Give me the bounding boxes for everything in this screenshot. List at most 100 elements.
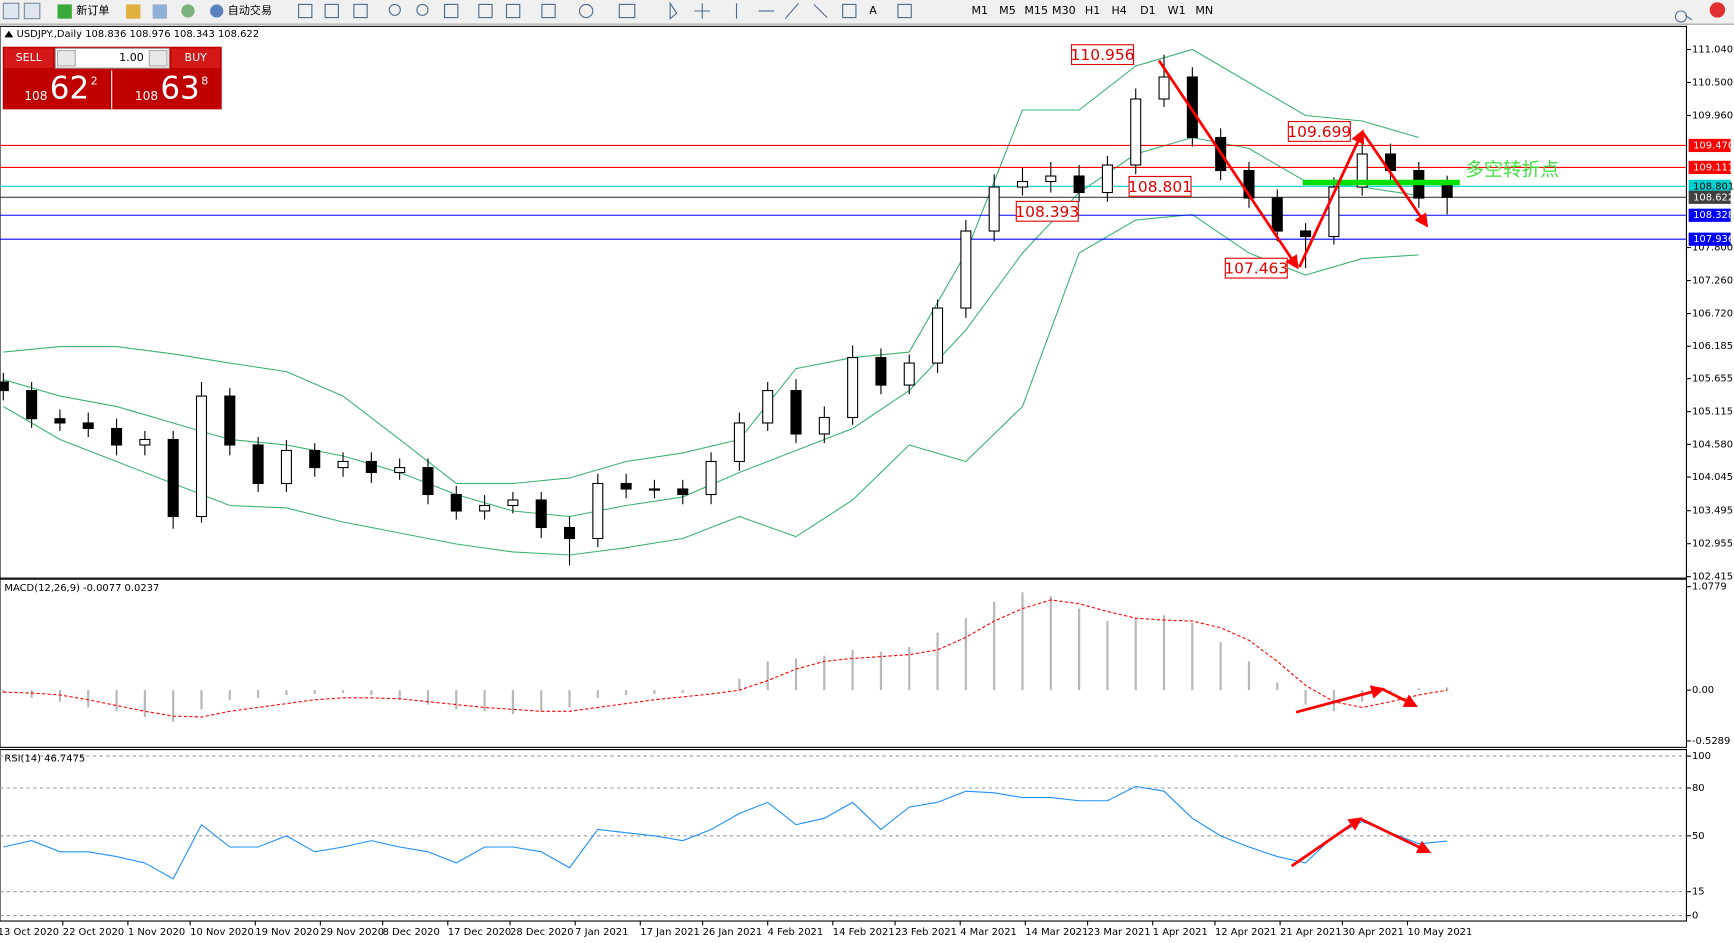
y-tick-label: -0.5289 (1692, 736, 1730, 747)
level-label-bg (1688, 208, 1731, 222)
x-tick-label: 17 Jan 2021 (640, 927, 700, 938)
candle-body (1130, 98, 1142, 166)
timeframe-button[interactable]: M1 (972, 4, 989, 17)
level-label: 107.936 (1693, 234, 1734, 245)
x-tick-label: 13 Oct 2020 (0, 927, 59, 938)
price-annotation-box (1071, 44, 1135, 66)
candle-body (733, 422, 745, 463)
candle-body (847, 357, 859, 419)
level-label-bg (1688, 160, 1731, 174)
y-tick-label: 106.185 (1692, 341, 1733, 352)
x-tick-label: 4 Mar 2021 (960, 927, 1017, 938)
candle-body (1328, 186, 1340, 238)
x-tick-label: 10 Nov 2020 (190, 927, 254, 938)
candle-body (592, 482, 604, 540)
level-label-bg (1688, 232, 1731, 246)
y-tick-label: 1.0779 (1692, 582, 1727, 593)
candle-body (1073, 175, 1085, 194)
candle-body (1300, 230, 1312, 238)
y-tick-label: 111.040 (1692, 44, 1733, 55)
sell-label[interactable]: SELL (16, 51, 43, 64)
buy-label[interactable]: BUY (185, 51, 208, 64)
timeframe-button[interactable]: D1 (1140, 4, 1156, 17)
button-label[interactable]: 新订单 (76, 3, 109, 17)
candle-body (507, 499, 519, 507)
price-fraction: 2 (91, 74, 98, 87)
x-tick-label: 10 May 2021 (1408, 927, 1473, 938)
candle-body (1101, 164, 1113, 194)
x-tick-label: 23 Feb 2021 (895, 927, 957, 938)
candle-body (195, 395, 208, 518)
price-annotation: 108.801 (1128, 178, 1192, 196)
y-tick-label: 15 (1692, 887, 1705, 898)
text-tool[interactable]: A (869, 4, 877, 17)
candle-body (450, 493, 462, 512)
price-prefix: 108 (135, 89, 158, 103)
chart-title: USDJPY.,Daily 108.836 108.976 108.343 10… (17, 29, 259, 40)
candle-body (167, 438, 179, 518)
x-tick-label: 28 Dec 2020 (510, 927, 573, 938)
buy-button[interactable] (171, 48, 221, 69)
candle-body (139, 438, 151, 446)
x-tick-label: 19 Nov 2020 (255, 927, 319, 938)
price-main: 62 (50, 71, 89, 107)
candle-body (1441, 183, 1453, 198)
candle-body (422, 467, 434, 496)
candle-body (1271, 197, 1283, 232)
bollinger-upper (3, 48, 1419, 485)
icon[interactable] (152, 4, 167, 19)
icon[interactable] (210, 4, 224, 18)
candle-body (1016, 180, 1029, 188)
macd-pane (0, 578, 1688, 748)
level-label: 108.801 (1693, 181, 1734, 192)
button-label[interactable]: 自动交易 (228, 3, 272, 17)
price-main: 63 (160, 71, 199, 107)
timeframe-button[interactable]: H4 (1111, 4, 1126, 17)
level-label-bg (1688, 179, 1731, 193)
icon[interactable] (57, 4, 72, 19)
icon[interactable] (181, 4, 195, 18)
candle-body (1186, 76, 1198, 139)
icon[interactable] (126, 4, 141, 19)
candle-body (762, 390, 774, 424)
alert-badge[interactable] (1709, 2, 1726, 18)
candle-body (337, 460, 349, 469)
icon[interactable] (23, 2, 41, 20)
candle-body (309, 449, 321, 469)
x-tick-label: 14 Mar 2021 (1025, 927, 1088, 938)
icon[interactable] (2, 2, 20, 20)
lot-input[interactable] (54, 47, 170, 69)
x-tick-label: 14 Feb 2021 (833, 927, 895, 938)
timeframe-button[interactable]: M5 (999, 4, 1016, 17)
sell-button[interactable] (4, 48, 54, 69)
pivot-note: 多空转折点 (1465, 160, 1559, 181)
candle-body (818, 416, 830, 435)
price-annotation: 110.956 (1071, 46, 1135, 64)
timeframe-button[interactable]: H1 (1085, 4, 1100, 17)
tool-icons[interactable] (298, 1, 1693, 23)
lot-value[interactable]: 1.00 (119, 51, 144, 64)
candle-body (280, 449, 292, 485)
level-label: 108.328 (1693, 210, 1734, 221)
x-tick-label: 12 Apr 2021 (1215, 927, 1276, 938)
candle-body (535, 499, 547, 529)
level-label-bg (1688, 190, 1731, 204)
price-prefix: 108 (24, 89, 47, 103)
y-tick-label: 103.495 (1692, 506, 1733, 517)
timeframe-button[interactable]: M30 (1052, 4, 1076, 17)
indicator-title: RSI(14) 46.7475 (4, 753, 85, 764)
y-tick-label: 105.655 (1692, 374, 1733, 385)
y-tick-label: 107.260 (1692, 276, 1733, 287)
candle-body (677, 488, 689, 496)
timeframe-button[interactable]: M15 (1024, 4, 1048, 17)
y-tick-label: 104.580 (1692, 439, 1733, 450)
y-tick-label: 0 (1692, 911, 1698, 922)
price-annotation: 108.393 (1015, 203, 1079, 221)
y-tick-label: 50 (1692, 831, 1705, 842)
x-tick-label: 26 Jan 2021 (703, 927, 763, 938)
x-tick-label: 29 Nov 2020 (320, 927, 384, 938)
timeframe-button[interactable]: MN (1195, 4, 1213, 17)
indicator-title: MACD(12,26,9) -0.0077 0.0237 (4, 583, 159, 594)
timeframe-button[interactable]: W1 (1168, 4, 1186, 17)
